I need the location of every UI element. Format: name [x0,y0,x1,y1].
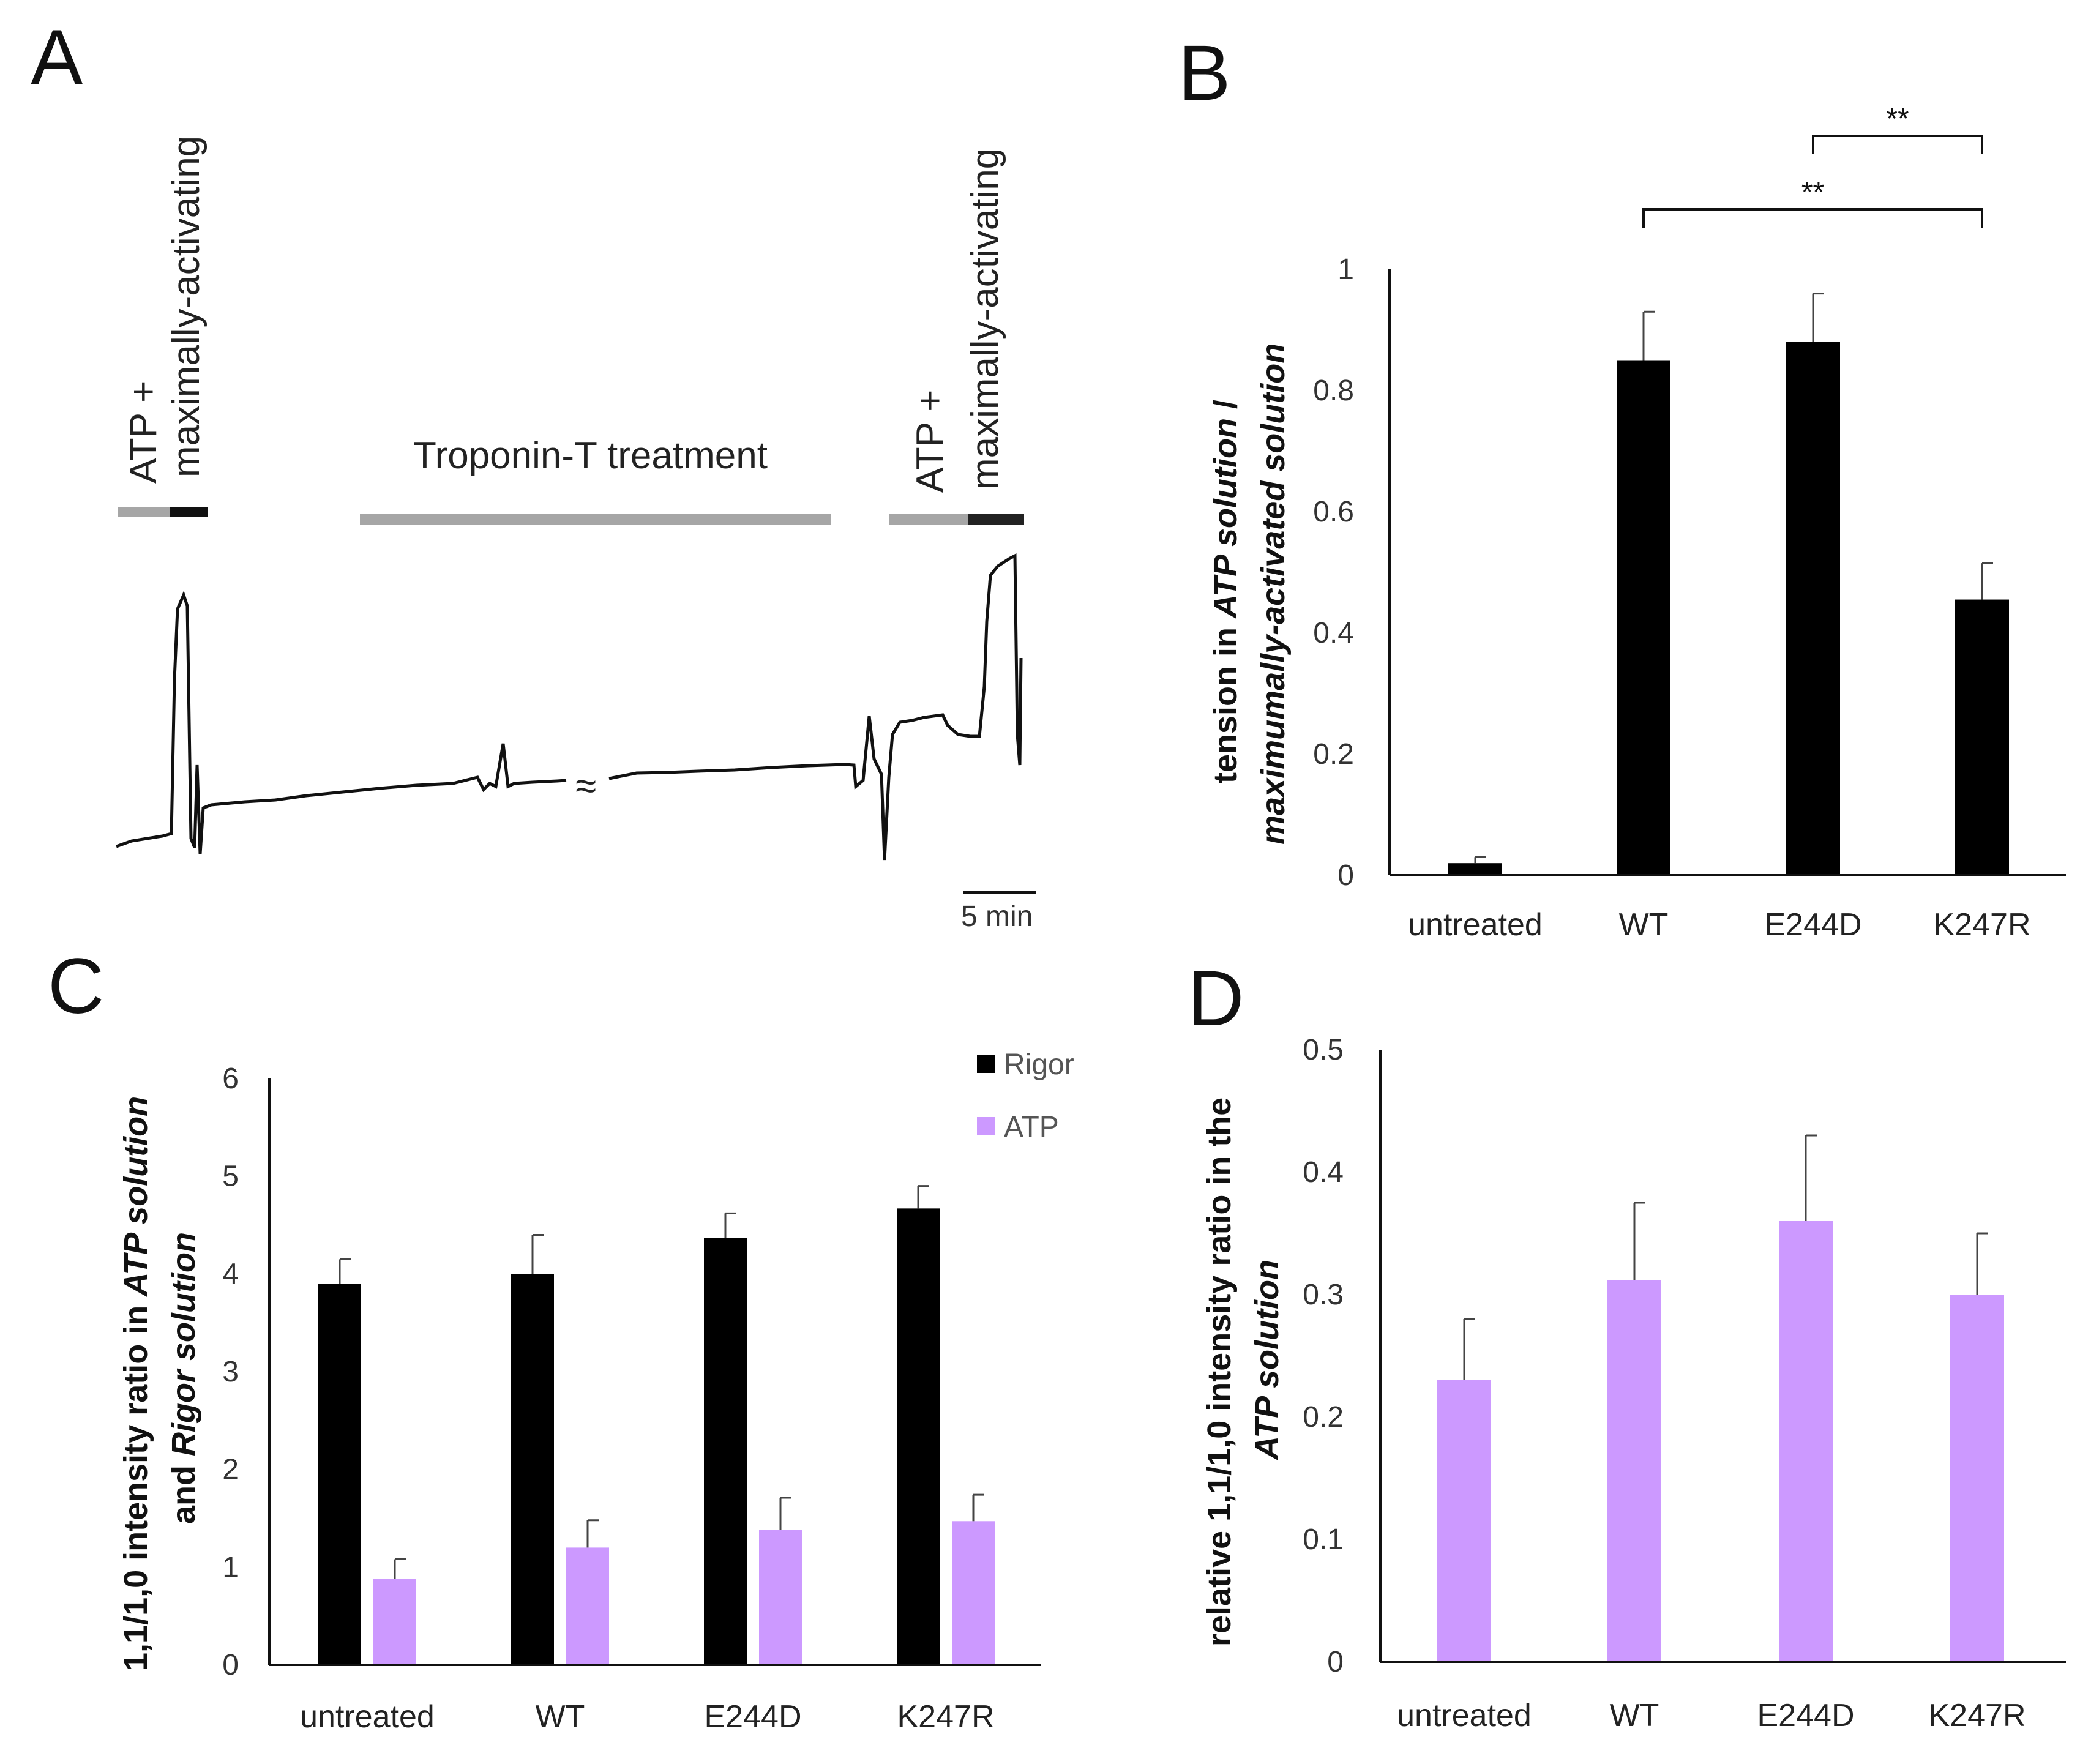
chart-c-bar-atp-untreated [373,1579,416,1665]
chart-d-ytick-2: 0.2 [1303,1401,1344,1433]
chart-c-bar-atp-wt [566,1547,609,1665]
chart-d-y-label-line1: relative 1,1/1,0 intensity ratio in the [1201,1097,1238,1646]
chart-b-y-label-line1: tension in ATP solution / [1207,400,1244,783]
chart-b-ytick-3: 0.6 [1313,496,1354,528]
chart-c-ylab2-plain: and [165,1456,202,1524]
chart-c-category-wt: WT [536,1699,585,1735]
scale-bar-label: 5 min [961,900,1033,933]
scale-bar [963,891,1036,894]
chart-c-bar-rigor-wt [511,1274,554,1665]
chart-d-ytick-0: 0 [1327,1646,1344,1678]
chart-c-bar-atp-e244d [759,1530,802,1665]
atp-bar-1 [118,507,170,517]
chart-b: 0 0.2 0.4 0.6 0.8 1 untreated WT E244D K247R ** *… [1207,103,2066,943]
chart-b-sig-bracket-1 [1642,208,1983,228]
chart-c-bar-rigor-k247r [897,1208,940,1665]
label-max-activating-2: maximally-activating [964,148,1006,490]
chart-d-category-wt: WT [1610,1698,1659,1733]
chart-b-ylab-slash: / [1207,400,1244,418]
legend-atp-swatch [977,1117,995,1135]
chart-d-ytick-3: 0.3 [1303,1279,1344,1311]
chart-b-sig-label-0: ** [1886,103,1909,135]
chart-c-ytick-1: 1 [222,1551,239,1583]
activating-bar-1 [170,507,208,517]
chart-b-ytick-0: 0 [1337,859,1354,892]
chart-c-ytick-2: 2 [222,1454,239,1486]
chart-b-ytick-1: 0.2 [1313,738,1354,771]
chart-b-ytick-2: 0.4 [1313,617,1354,649]
activating-bar-2 [968,514,1024,525]
chart-b-sig-label-1: ** [1801,176,1824,209]
tension-trace-right [608,553,1023,861]
chart-b-ytick-5: 1 [1337,253,1354,286]
chart-b-category-e244d: E244D [1765,907,1862,943]
chart-d-bar-atp-e244d [1779,1221,1833,1662]
chart-c-bar-rigor-untreated [318,1284,361,1665]
label-max-activating-1: maximally-activating [165,136,208,477]
chart-d-ytick-5: 0.5 [1303,1034,1344,1066]
chart-d-bar-atp-k247r [1950,1295,2004,1662]
panel-letter-d: D [1188,955,1244,1042]
chart-b-ylab-italic-1: ATP solution [1207,418,1244,619]
chart-c-ylab1-italic: ATP solution [118,1096,154,1298]
chart-c-category-e244d: E244D [705,1699,802,1735]
panel-letter-c: C [48,943,104,1030]
troponin-treatment-bar [360,514,831,525]
chart-b-ytick-4: 0.8 [1313,375,1354,407]
chart-d-y-label-line2: ATP solution [1249,1260,1285,1461]
chart-c-ytick-3: 3 [222,1356,239,1388]
chart-d-bar-atp-wt [1607,1280,1661,1662]
chart-c: 0 1 2 3 4 5 6 untreated WT E244D K247R 1,1/1,0 in… [118,1048,1074,1735]
panel-letter-b: B [1178,29,1230,117]
chart-c-category-untreated: untreated [300,1699,435,1735]
chart-c-y-label-line1: 1,1/1,0 intensity ratio in ATP solution [118,1096,154,1671]
atp-bar-2 [889,514,968,525]
chart-b-category-k247r: K247R [1934,907,2031,943]
chart-b-bar-tension-k247r [1955,599,2009,875]
label-atp-plus-2: ATP + [909,390,951,493]
legend-rigor-label: Rigor [1004,1048,1074,1081]
label-atp-plus-1: ATP + [122,381,165,484]
panel-letter-a: A [31,14,83,102]
legend-rigor-swatch [977,1055,995,1073]
chart-c-category-k247r: K247R [897,1699,995,1735]
chart-b-bar-tension-untreated [1448,863,1502,875]
chart-d: 0 0.1 0.2 0.3 0.4 0.5 untreated WT E244D K247R r… [1201,1034,2066,1733]
chart-c-ytick-6: 6 [222,1063,239,1095]
chart-d-category-k247r: K247R [1929,1698,2026,1733]
chart-c-bar-rigor-e244d [704,1238,747,1665]
panel-a-trace: ATP + maximally-activating Troponin-T tr… [116,136,1036,933]
chart-b-category-wt: WT [1619,907,1669,943]
chart-d-ytick-1: 0.1 [1303,1523,1344,1556]
label-troponin-treatment: Troponin-T treatment [413,435,768,477]
chart-b-bar-tension-e244d [1786,342,1840,875]
chart-c-y-label-line2: and Rigor solution [165,1232,202,1524]
legend-atp-label: ATP [1004,1111,1059,1143]
chart-d-category-untreated: untreated [1397,1698,1532,1733]
axis-break-symbol: ≈ [575,765,596,807]
chart-c-ytick-4: 4 [222,1258,239,1290]
chart-c-ylab1-plain: 1,1/1,0 intensity ratio in [118,1296,154,1671]
chart-c-ylab2-italic: Rigor solution [165,1232,202,1456]
chart-b-y-label-line2: maximumally-activated solution [1255,343,1292,845]
tension-trace-left [116,591,567,854]
chart-b-category-untreated: untreated [1408,907,1543,943]
chart-c-ytick-0: 0 [222,1649,239,1681]
chart-d-bar-atp-untreated [1437,1380,1491,1662]
chart-b-bar-tension-wt [1617,360,1670,875]
chart-d-category-e244d: E244D [1757,1698,1855,1733]
chart-b-ylab-plain: tension in [1207,618,1244,783]
chart-b-sig-bracket-0 [1812,135,1983,154]
chart-c-ytick-5: 5 [222,1160,239,1193]
chart-c-bar-atp-k247r [952,1521,995,1665]
chart-d-ytick-4: 0.4 [1303,1156,1344,1189]
